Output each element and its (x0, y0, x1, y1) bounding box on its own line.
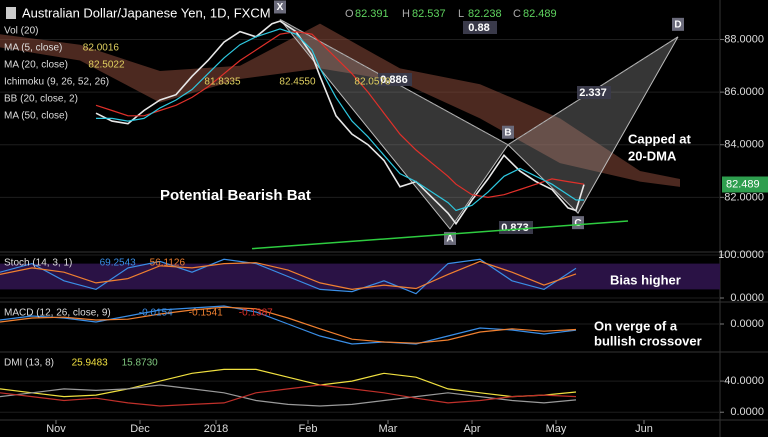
legend-value: 82.5022 (88, 60, 125, 71)
legend-value: 82.0578 (354, 77, 391, 88)
x-tick-label: Mar (379, 423, 398, 435)
series-line (0, 258, 577, 295)
series-line (0, 260, 577, 291)
series-line (95, 30, 585, 199)
legend-value: 69.2543 (100, 258, 137, 269)
annotation: Bias higher (610, 272, 681, 287)
ratio-label: 0.873 (501, 222, 529, 234)
ohlc-label: L (458, 8, 464, 20)
y-tick-label: 0.0000 (730, 318, 764, 330)
last-price-box (722, 176, 768, 193)
legend-label: MACD (12, 26, close, 9) (4, 308, 111, 319)
x-tick-label: Apr (463, 423, 480, 435)
ratio-label: 0.88 (468, 22, 489, 34)
pattern-point-label: C (574, 218, 581, 229)
ohlc-value: 82.489 (523, 8, 557, 20)
series-line (95, 20, 585, 226)
legend-value: -0.1387 (239, 308, 273, 319)
y-tick-label: 0.0000 (730, 292, 764, 304)
series-line (0, 384, 577, 407)
legend-value: 81.8335 (204, 77, 241, 88)
trendline (251, 220, 629, 250)
pattern-point-label: A (446, 234, 453, 245)
pattern-point-box (572, 216, 584, 230)
pattern-point-box (502, 125, 514, 139)
x-tick-label: 2018 (204, 423, 228, 435)
legend-label: BB (20, close, 2) (4, 94, 78, 105)
annotation: bullish crossover (594, 333, 702, 348)
x-tick-label: Jun (635, 423, 653, 435)
legend-value: 82.4550 (279, 77, 316, 88)
y-tick-label: 100.0000 (718, 249, 764, 261)
x-tick-label: Dec (130, 423, 150, 435)
last-price-label: 82.489 (726, 178, 760, 190)
pattern-point-label: X (277, 2, 284, 13)
ohlc-value: 82.537 (412, 8, 446, 20)
legend-value: -0.0154 (139, 308, 173, 319)
y-tick-label: 88.0000 (724, 33, 764, 45)
stoch-band (0, 263, 720, 290)
ohlc-label: H (402, 8, 410, 20)
y-tick-label: 84.0000 (724, 139, 764, 151)
ratio-label: 2.337 (579, 87, 607, 99)
pattern-point-label: D (674, 19, 681, 30)
ratio-box (463, 21, 497, 34)
legend-label: MA (20, close) (4, 60, 68, 71)
ohlc-label: C (513, 8, 521, 20)
series-line (0, 306, 577, 344)
legend-label: Stoch (14, 3, 1) (4, 258, 72, 269)
legend-value: 25.9483 (72, 358, 109, 369)
ratio-box (577, 86, 611, 99)
legend-label: MA (5, close) (4, 43, 62, 54)
legend-value: 56.1126 (150, 258, 186, 269)
annotation: Potential Bearish Bat (160, 187, 311, 204)
pattern-point-box (672, 17, 684, 31)
annotation: 20-DMA (628, 148, 677, 163)
ratio-label: 0.886 (380, 74, 408, 86)
ohlc-value: 82.391 (355, 8, 389, 20)
ichimoku-cloud (0, 23, 680, 187)
x-tick-label: May (546, 423, 567, 435)
pattern-point-box (274, 0, 286, 14)
ratio-box (378, 73, 412, 86)
series-line (0, 305, 577, 345)
series-line (0, 368, 577, 398)
legend-value: 15.8730 (122, 358, 159, 369)
legend-label: MA (50, close) (4, 111, 68, 122)
y-tick-label: 86.0000 (724, 86, 764, 98)
y-tick-label: 40.0000 (724, 375, 764, 387)
annotation: Capped at (628, 131, 692, 146)
legend-label: Vol (20) (4, 26, 38, 37)
legend-label: Ichimoku (9, 26, 52, 26) (4, 77, 109, 88)
annotation: On verge of a (594, 318, 678, 333)
chart-title: Australian Dollar/Japanese Yen, 1D, FXCM (22, 5, 271, 20)
symbol-icon (6, 7, 16, 19)
series-line (0, 384, 577, 407)
series-line (96, 28, 584, 212)
ratio-box (499, 221, 533, 234)
ohlc-value: 82.238 (468, 8, 502, 20)
bat-leg (279, 19, 679, 146)
ohlc-label: O (345, 8, 354, 20)
legend-value: -0.1541 (189, 308, 223, 319)
pattern-point-box (444, 231, 456, 245)
x-tick-label: Feb (299, 423, 318, 435)
legend-value: 82.0016 (83, 43, 120, 54)
x-tick-label: Nov (46, 423, 66, 435)
legend-label: DMI (13, 8) (4, 358, 54, 369)
y-tick-label: 0.0000 (730, 406, 764, 418)
y-tick-label: 82.0000 (724, 191, 764, 203)
pattern-point-label: B (504, 127, 511, 138)
